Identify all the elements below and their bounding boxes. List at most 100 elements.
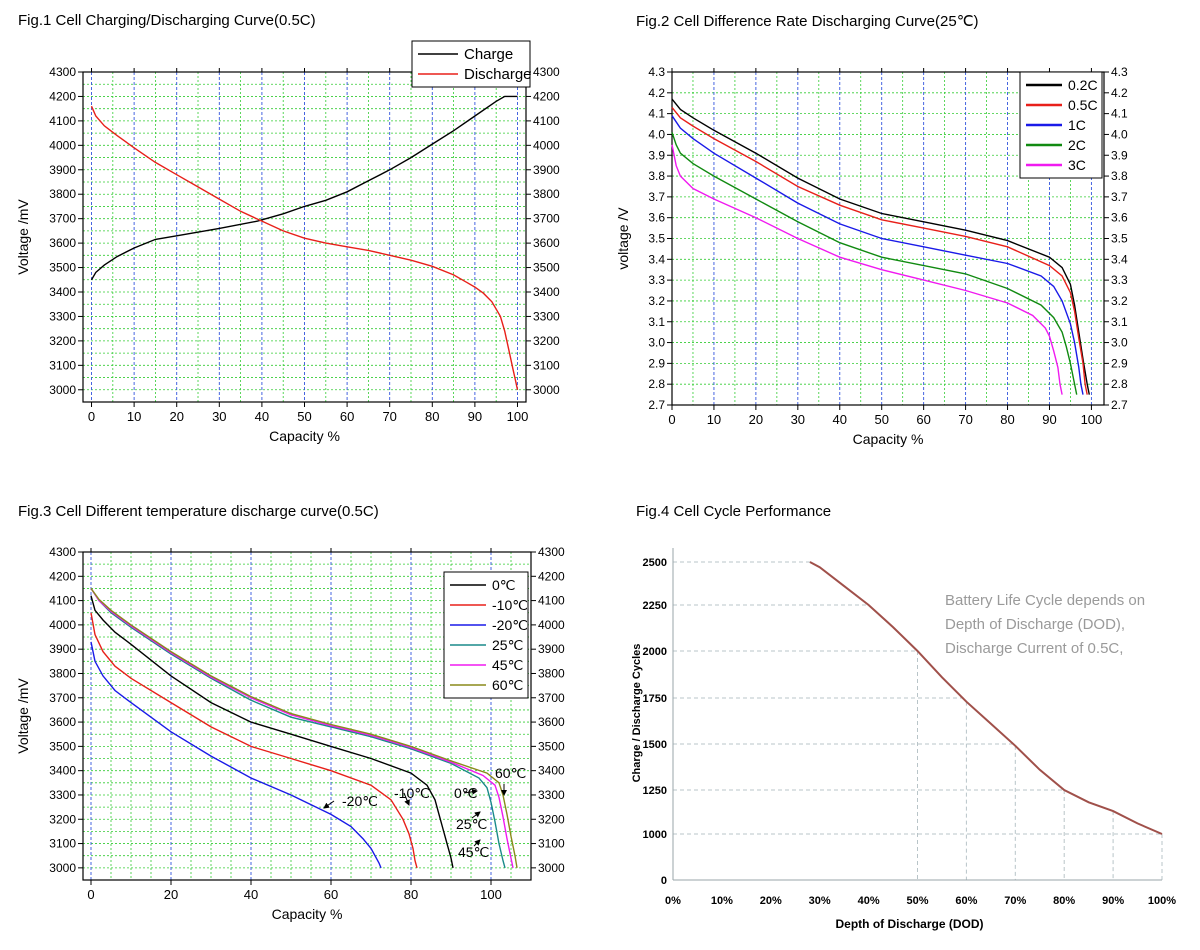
fig1-y-tick-label-right: 3100 xyxy=(533,358,560,372)
fig3-y-tick-label-right: 4200 xyxy=(538,569,565,583)
fig4-x-tick-label: 20% xyxy=(760,895,782,907)
fig4-x-tick-label: 90% xyxy=(1102,895,1124,907)
fig4-y-tick-label: 1500 xyxy=(643,739,667,751)
fig2-legend-label-3: 2C xyxy=(1068,137,1086,153)
fig3-x-axis-label: Capacity % xyxy=(272,906,343,922)
fig4-x-tick-label: 60% xyxy=(955,895,977,907)
fig2-y-tick-label-left: 3.6 xyxy=(648,211,665,225)
fig3-x-tick-label: 20 xyxy=(164,887,178,902)
fig2-y-tick-label-left: 4.2 xyxy=(648,86,665,100)
fig2-x-tick-label: 100 xyxy=(1081,412,1103,427)
fig1-y-tick-label-left: 3000 xyxy=(49,383,76,397)
fig1-x-tick-label: 70 xyxy=(382,409,396,424)
fig2-y-tick-label-right: 3.3 xyxy=(1111,273,1128,287)
fig3-y-tick-label-right: 3900 xyxy=(538,642,565,656)
fig2-y-tick-label-right: 4.1 xyxy=(1111,107,1128,121)
fig1-y-tick-label-left: 4200 xyxy=(49,89,76,103)
fig1-series-1 xyxy=(90,105,519,390)
fig2-y-tick-label-left: 3.9 xyxy=(648,148,665,162)
fig1-y-tick-label-left: 3600 xyxy=(49,236,76,250)
fig2-y-tick-label-left: 3.5 xyxy=(648,232,665,246)
fig2-y-tick-label-left: 4.3 xyxy=(648,65,665,79)
fig3-y-tick-label-right: 3100 xyxy=(538,837,565,851)
fig3-y-tick-label-left: 4100 xyxy=(49,594,76,608)
fig1-y-tick-label-left: 3100 xyxy=(49,358,76,372)
fig2-y-tick-label-right: 2.9 xyxy=(1111,356,1128,370)
fig4-x-tick-label: 80% xyxy=(1053,895,1075,907)
fig1-x-axis-label: Capacity % xyxy=(269,428,340,444)
fig2-y-tick-label-left: 3.4 xyxy=(648,252,665,266)
fig4-x-tick-label: 50% xyxy=(906,895,928,907)
fig3-x-tick-label: 60 xyxy=(324,887,338,902)
fig3-y-tick-label-left: 3600 xyxy=(49,715,76,729)
fig3-legend-label-1: -10℃ xyxy=(492,597,528,613)
fig3-y-tick-label-right: 3300 xyxy=(538,788,565,802)
fig3-y-tick-label-right: 3000 xyxy=(538,861,565,875)
fig3-y-tick-label-left: 3400 xyxy=(49,764,76,778)
fig4-y-tick-label: 2500 xyxy=(643,557,667,569)
fig3-annotation-4: 45℃ xyxy=(458,844,489,860)
fig2-y-tick-label-right: 3.4 xyxy=(1111,252,1128,266)
fig4-y-tick-label: 2000 xyxy=(643,646,667,658)
fig3-y-tick-label-right: 3800 xyxy=(538,666,565,680)
fig3-y-tick-label-right: 3400 xyxy=(538,764,565,778)
fig3-annotation-arrow-2 xyxy=(463,788,478,795)
fig2-y-tick-label-left: 3.7 xyxy=(648,190,665,204)
fig2-y-tick-label-right: 3.7 xyxy=(1111,190,1128,204)
fig2-y-tick-label-left: 3.1 xyxy=(648,315,665,329)
fig3-x-tick-label: 40 xyxy=(244,887,258,902)
fig1-y-tick-label-right: 4300 xyxy=(533,65,560,79)
fig2-y-tick-label-left: 3.3 xyxy=(648,273,665,287)
fig2-x-tick-label: 80 xyxy=(1000,412,1014,427)
fig4-x-tick-label: 10% xyxy=(711,895,733,907)
fig2-x-tick-label: 20 xyxy=(749,412,763,427)
fig3-y-tick-label-left: 4200 xyxy=(49,569,76,583)
fig2-x-tick-label: 40 xyxy=(833,412,847,427)
fig2-y-tick-label-right: 3.8 xyxy=(1111,169,1128,183)
fig3-series-4 xyxy=(90,588,514,869)
fig2-y-tick-label-right: 4.3 xyxy=(1111,65,1128,79)
fig1-y-tick-label-right: 3200 xyxy=(533,334,560,348)
fig1-y-tick-label-left: 3300 xyxy=(49,309,76,323)
fig4-annotation-line-0: Battery Life Cycle depends on xyxy=(945,592,1145,609)
fig1-y-tick-label-right: 3800 xyxy=(533,187,560,201)
fig2-x-tick-label: 70 xyxy=(958,412,972,427)
fig1-y-tick-label-left: 3500 xyxy=(49,261,76,275)
fig4-series-0 xyxy=(809,561,1163,835)
fig2-legend-label-1: 0.5C xyxy=(1068,97,1098,113)
fig1-y-tick-label-right: 3700 xyxy=(533,212,560,226)
fig2-y-tick-label-left: 3.0 xyxy=(648,336,665,350)
fig3-x-tick-label: 0 xyxy=(87,887,94,902)
fig3-y-tick-label-right: 4300 xyxy=(538,545,565,559)
fig1-legend-box xyxy=(411,40,531,88)
fig3-legend-box xyxy=(443,571,529,699)
fig2-y-tick-label-right: 3.2 xyxy=(1111,294,1128,308)
fig2-y-tick-label-right: 3.9 xyxy=(1111,148,1128,162)
fig2-series-4 xyxy=(671,144,1063,395)
fig3-y-tick-label-right: 3200 xyxy=(538,812,565,826)
fig2-y-tick-label-right: 2.7 xyxy=(1111,398,1128,412)
fig3-annotation-3: 25℃ xyxy=(456,816,487,832)
fig1-title: Fig.1 Cell Charging/Discharging Curve(0.… xyxy=(18,12,316,29)
fig3-y-tick-label-left: 4300 xyxy=(49,545,76,559)
fig2-legend-label-0: 0.2C xyxy=(1068,77,1098,93)
fig2-y-tick-label-right: 2.8 xyxy=(1111,377,1128,391)
fig3-y-tick-label-right: 4100 xyxy=(538,594,565,608)
fig1-x-tick-label: 90 xyxy=(468,409,482,424)
fig3-series-1 xyxy=(90,612,418,869)
fig2-y-tick-label-right: 4.0 xyxy=(1111,127,1128,141)
fig4-y-tick-label: 1750 xyxy=(643,693,667,705)
fig2-x-axis-label: Capacity % xyxy=(853,431,924,447)
fig1-y-tick-label-right: 3400 xyxy=(533,285,560,299)
fig3-x-tick-label: 100 xyxy=(480,887,502,902)
fig1-y-tick-label-right: 4200 xyxy=(533,89,560,103)
fig3-plot-frame xyxy=(82,551,532,881)
fig1-x-tick-label: 60 xyxy=(340,409,354,424)
fig3-legend-label-5: 60℃ xyxy=(492,677,523,693)
fig1-y-tick-label-left: 3700 xyxy=(49,212,76,226)
fig3-y-axis-label: Voltage /mV xyxy=(15,678,31,754)
fig2-y-tick-label-left: 2.8 xyxy=(648,377,665,391)
fig3-legend-label-2: -20℃ xyxy=(492,617,528,633)
fig2-x-tick-label: 0 xyxy=(668,412,675,427)
fig1-legend-label-1: Discharge xyxy=(464,66,532,83)
